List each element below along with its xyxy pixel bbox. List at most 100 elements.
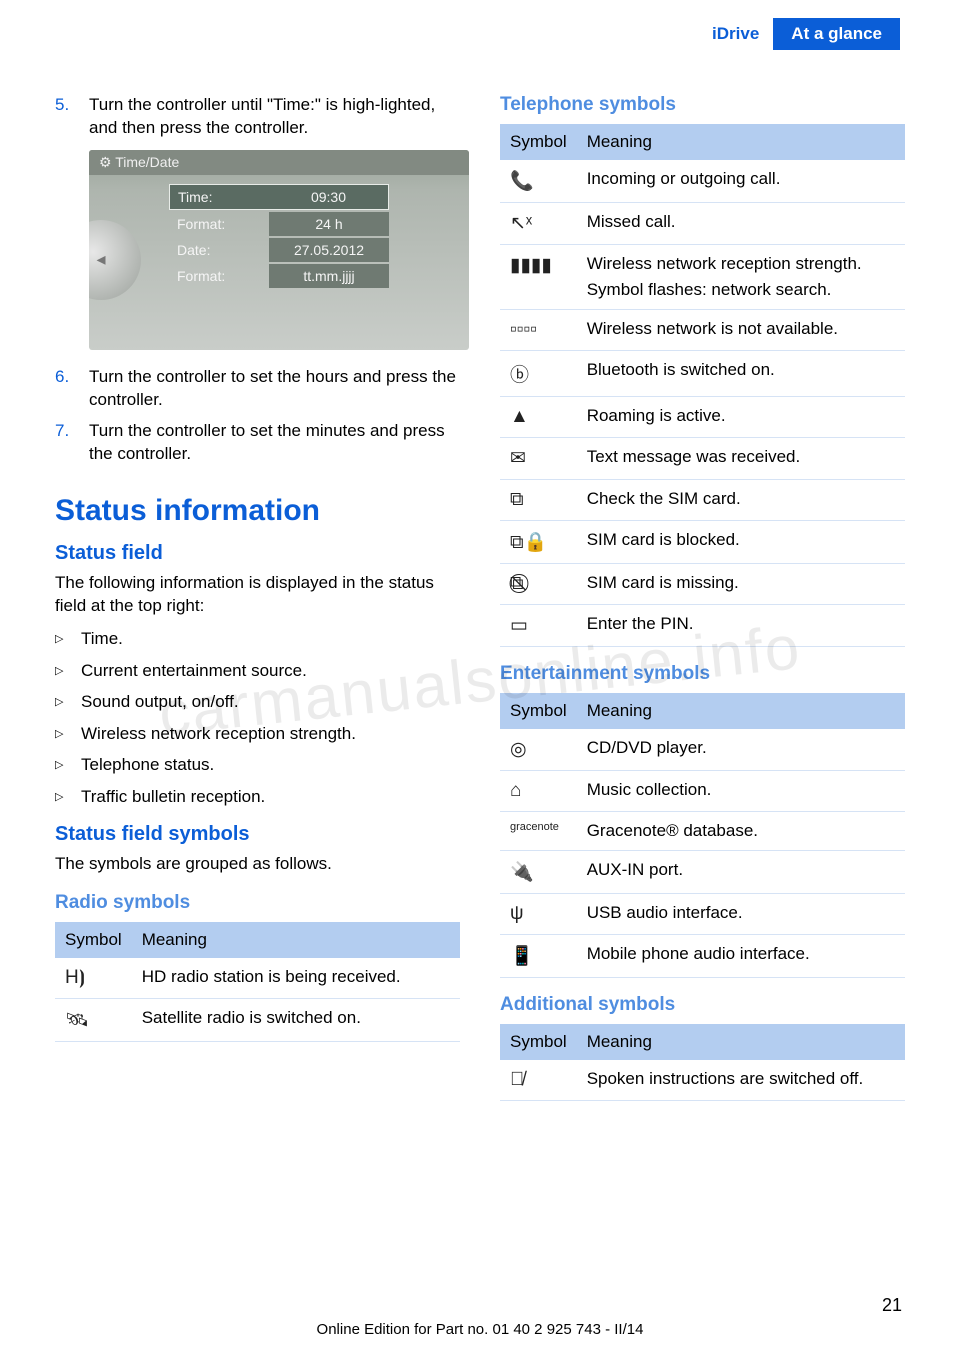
table-head-symbol: Symbol <box>500 124 577 160</box>
entertainment-symbols-table: Symbol Meaning ◎CD/DVD player. ⌂Music co… <box>500 693 905 978</box>
radio-symbols-table: Symbol Meaning H⦘ HD radio station is be… <box>55 922 460 1042</box>
bullet-text: Time. <box>81 626 123 652</box>
table-head-symbol: Symbol <box>500 693 577 729</box>
symbol-meaning-line2: Symbol flashes: network search. <box>587 280 895 300</box>
table-head-meaning: Meaning <box>577 124 905 160</box>
menu-val-time: 09:30 <box>269 184 389 210</box>
usb-icon: ψ <box>500 894 577 935</box>
step-text-6: Turn the controller to set the hours and… <box>89 366 460 412</box>
entertainment-symbols-heading: Entertainment symbols <box>500 663 905 685</box>
step-num-5: 5. <box>55 94 75 140</box>
table-row: 📱Mobile phone audio interface. <box>500 935 905 978</box>
table-row: 🗩̸Spoken instructions are switched off. <box>500 1060 905 1101</box>
bullet-item: ▷Current entertainment source. <box>55 658 460 684</box>
bullet-marker-icon: ▷ <box>55 752 69 778</box>
symbol-meaning: Satellite radio is switched on. <box>132 999 460 1042</box>
bullet-text: Wireless network reception strength. <box>81 721 356 747</box>
symbol-meaning: SIM card is missing. <box>577 564 905 605</box>
additional-symbols-table: Symbol Meaning 🗩̸Spoken instructions are… <box>500 1024 905 1101</box>
gracenote-icon: gracenote <box>500 812 577 851</box>
symbol-meaning: Enter the PIN. <box>577 605 905 647</box>
symbol-meaning: AUX-IN port. <box>577 851 905 894</box>
menu-label-date: Date: <box>169 238 269 262</box>
aux-icon: 🔌 <box>500 851 577 894</box>
bullet-item: ▷ Telephone status. <box>55 752 460 778</box>
no-signal-icon: ▫▫▫▫ <box>500 310 577 351</box>
screenshot-menu: Time: 09:30 Format: 24 h Date: 27.05.201… <box>169 184 429 290</box>
table-row: gracenoteGracenote® database. <box>500 812 905 851</box>
bullet-text: Traffic bulletin reception. <box>81 784 265 810</box>
symbol-meaning: HD radio station is being received. <box>132 958 460 999</box>
music-collection-icon: ⌂ <box>500 771 577 812</box>
header-right: At a glance <box>773 18 900 50</box>
bullet-item: ▷ Traffic bulletin reception. <box>55 784 460 810</box>
missed-call-icon: ↖ˣ <box>500 203 577 245</box>
step-num-7: 7. <box>55 420 75 466</box>
additional-symbols-heading: Additional symbols <box>500 994 905 1016</box>
symbol-meaning: Wireless network is not available. <box>577 310 905 351</box>
menu-label-format2: Format: <box>169 264 269 288</box>
status-symbols-intro: The symbols are grouped as follows. <box>55 852 460 876</box>
bullet-item: ▷Wireless network reception strength. <box>55 721 460 747</box>
footer-text: Online Edition for Part no. 01 40 2 925 … <box>0 1321 960 1338</box>
symbol-meaning: USB audio interface. <box>577 894 905 935</box>
status-symbols-heading: Status field symbols <box>55 823 460 846</box>
symbol-meaning: Incoming or outgoing call. <box>577 160 905 203</box>
bullet-text: Current entertainment source. <box>81 658 307 684</box>
symbol-meaning: Text message was received. <box>577 438 905 480</box>
table-row: ▫▫▫▫Wireless network is not available. <box>500 310 905 351</box>
header-left: iDrive <box>698 18 773 50</box>
table-row: ↖ˣMissed call. <box>500 203 905 245</box>
table-row: ✉Text message was received. <box>500 438 905 480</box>
symbol-meaning: Missed call. <box>577 203 905 245</box>
table-row: ⧉⃠SIM card is missing. <box>500 564 905 605</box>
phone-icon: 📞 <box>500 160 577 203</box>
symbol-icon: H⦘ <box>55 958 132 999</box>
table-row: H⦘ HD radio station is being received. <box>55 958 460 999</box>
roaming-icon: ▲ <box>500 397 577 438</box>
menu-label-time: Time: <box>169 184 269 210</box>
symbol-meaning: Music collection. <box>577 771 905 812</box>
step-6: 6. Turn the controller to set the hours … <box>55 366 460 412</box>
menu-val-format2: tt.mm.jjjj <box>269 264 389 288</box>
bullet-text: Telephone status. <box>81 752 214 778</box>
symbol-meaning: Wireless network reception strength.Symb… <box>577 245 905 310</box>
symbol-icon: 🛰 <box>55 999 132 1042</box>
menu-val-date: 27.05.2012 <box>269 238 389 262</box>
symbol-meaning: SIM card is blocked. <box>577 521 905 564</box>
bullet-marker-icon: ▷ <box>55 689 69 715</box>
symbol-meaning: Mobile phone audio interface. <box>577 935 905 978</box>
pin-icon: ▭ <box>500 605 577 647</box>
disc-icon: ◎ <box>500 729 577 771</box>
bullet-marker-icon: ▷ <box>55 784 69 810</box>
table-row: ▮▮▮▮Wireless network reception strength.… <box>500 245 905 310</box>
table-row: 🔌AUX-IN port. <box>500 851 905 894</box>
status-info-heading: Status information <box>55 494 460 528</box>
menu-row-format2: Format: tt.mm.jjjj <box>169 264 429 288</box>
screenshot-title: ⚙ Time/Date <box>89 150 469 175</box>
radio-symbols-heading: Radio symbols <box>55 892 460 914</box>
step-text-7: Turn the controller to set the minutes a… <box>89 420 460 466</box>
bullet-marker-icon: ▷ <box>55 626 69 652</box>
step-7: 7. Turn the controller to set the minute… <box>55 420 460 466</box>
right-column: Telephone symbols Symbol Meaning 📞Incomi… <box>500 94 905 1109</box>
page-header: iDrive At a glance <box>0 0 960 74</box>
bullet-item: ▷ Time. <box>55 626 460 652</box>
table-head-meaning: Meaning <box>577 693 905 729</box>
symbol-meaning: Roaming is active. <box>577 397 905 438</box>
table-head-meaning: Meaning <box>577 1024 905 1060</box>
step-num-6: 6. <box>55 366 75 412</box>
table-head-symbol: Symbol <box>55 922 132 958</box>
bullet-text: Sound output, on/off. <box>81 689 239 715</box>
table-row: 📞Incoming or outgoing call. <box>500 160 905 203</box>
status-field-heading: Status field <box>55 542 460 565</box>
symbol-meaning: Bluetooth is switched on. <box>577 351 905 397</box>
step-text-5: Turn the controller until "Time:" is hig… <box>89 94 460 140</box>
idrive-screenshot: ⚙ Time/Date Time: 09:30 Format: 24 h Dat… <box>89 150 469 350</box>
sim-blocked-icon: ⧉🔒 <box>500 521 577 564</box>
menu-val-format1: 24 h <box>269 212 389 236</box>
telephone-symbols-heading: Telephone symbols <box>500 94 905 116</box>
left-column: 5. Turn the controller until "Time:" is … <box>55 94 460 1109</box>
status-field-intro: The following information is displayed i… <box>55 571 460 619</box>
status-bullets: ▷Time. ▷Current entertainment source. ▷S… <box>55 626 460 809</box>
